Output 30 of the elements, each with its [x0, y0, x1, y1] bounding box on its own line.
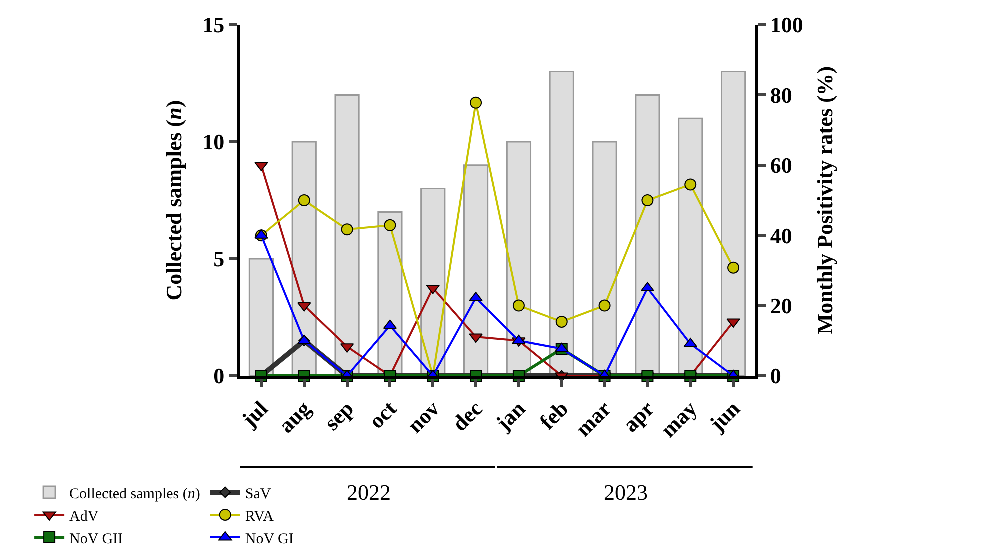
y-tick-label: 15 — [202, 12, 225, 38]
y-tick-label: 10 — [202, 130, 225, 155]
x-tick-label: jun — [704, 396, 745, 437]
y2-tick-label: 0 — [770, 364, 782, 389]
y2-tick-label: 60 — [770, 153, 792, 178]
legend-label: SaV — [245, 486, 272, 502]
y2-axis-title: Monthly Positivity rates (%) — [812, 66, 838, 335]
legend-label: Collected samples (n) — [70, 486, 200, 502]
y2-tick-label: 100 — [770, 12, 804, 38]
x-tick-label: jan — [490, 396, 530, 436]
x-tick-label: jul — [236, 396, 273, 433]
x-tick-label: oct — [364, 396, 402, 434]
x-tick-label: sep — [319, 396, 359, 436]
x-tick-label: mar — [570, 396, 616, 442]
y-tick-label: 0 — [214, 364, 225, 389]
y-axis-title: Collected samples (n) — [161, 100, 186, 301]
legend-label: RVA — [245, 508, 274, 525]
y-tick-label: 5 — [214, 246, 225, 272]
text: 2023 — [604, 480, 648, 505]
x-tick-label: nov — [402, 396, 444, 438]
y2-tick-label: 20 — [770, 294, 792, 318]
legend-label: NoV GI — [245, 531, 294, 548]
x-tick-label: feb — [534, 396, 574, 434]
legend-label: AdV — [70, 508, 99, 525]
text: 2022 — [347, 480, 391, 505]
x-tick-label: dec — [447, 396, 488, 436]
legend-label: NoV GII — [70, 531, 124, 548]
y2-tick-label: 80 — [770, 82, 792, 108]
y2-tick-label: 40 — [770, 223, 792, 248]
x-tick-label: aug — [274, 396, 316, 438]
